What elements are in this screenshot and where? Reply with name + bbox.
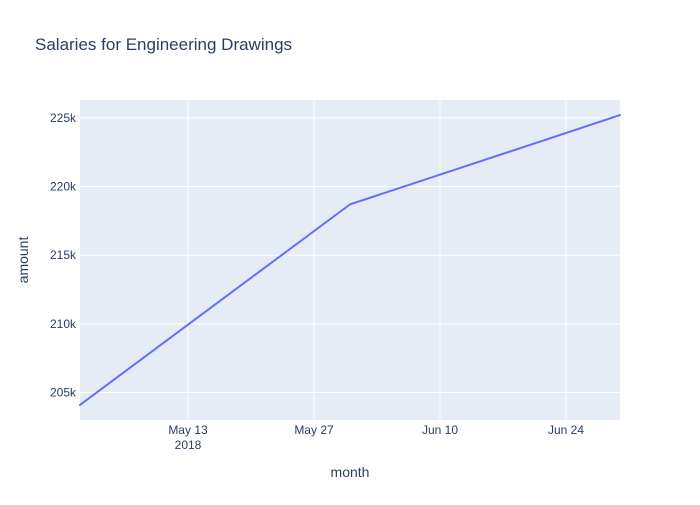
y-tick-label: 205k — [50, 386, 77, 400]
plot-area — [80, 100, 620, 420]
y-gridlines — [80, 117, 620, 394]
x-tick-sublabel: 2018 — [175, 438, 202, 452]
y-tick-label: 215k — [50, 248, 77, 262]
x-tick-label: May 13 — [168, 423, 208, 437]
x-axis-title: month — [331, 464, 370, 480]
y-tick-label: 225k — [50, 111, 77, 125]
y-axis-title: amount — [15, 237, 31, 284]
y-tick-label: 220k — [50, 180, 77, 194]
chart-title: Salaries for Engineering Drawings — [35, 35, 292, 54]
x-gridlines — [187, 100, 567, 420]
series-line — [79, 114, 621, 406]
y-axis-ticks: 205k 210k 215k 220k 225k — [50, 111, 77, 400]
x-tick-label: May 27 — [294, 423, 334, 437]
series-layer — [79, 114, 621, 406]
x-tick-label: Jun 24 — [548, 423, 584, 437]
x-tick-label: Jun 10 — [422, 423, 458, 437]
y-tick-label: 210k — [50, 317, 77, 331]
